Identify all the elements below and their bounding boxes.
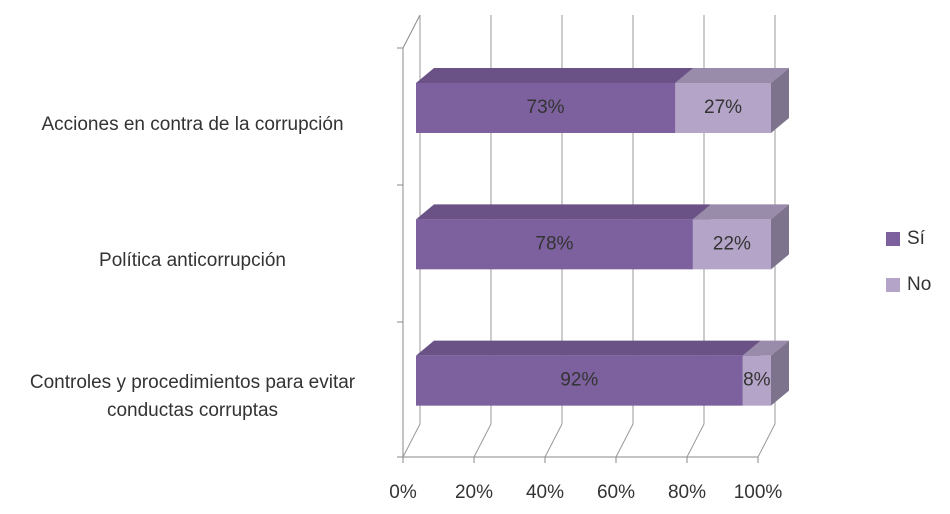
value-label: 8% xyxy=(743,370,771,391)
value-label: 27% xyxy=(704,97,742,118)
x-tick-label: 60% xyxy=(597,482,635,503)
category-label: Política anticorrupción xyxy=(99,249,286,271)
value-label: 73% xyxy=(527,97,565,118)
value-label: 22% xyxy=(713,233,751,254)
category-label: Acciones en contra de la corrupción xyxy=(41,113,344,135)
x-tick-label: 100% xyxy=(734,482,783,503)
category-label: Controles y procedimientos para evitar c… xyxy=(29,372,356,422)
grid-line xyxy=(615,423,634,458)
bar xyxy=(416,355,743,406)
bar-side xyxy=(771,68,789,133)
bar-side xyxy=(771,340,789,406)
legend-swatch xyxy=(886,232,900,246)
grid-line xyxy=(686,423,705,458)
value-label: 78% xyxy=(535,233,573,254)
grid-line xyxy=(473,423,492,458)
bar-top xyxy=(416,68,694,83)
grid-line xyxy=(757,423,776,458)
bar xyxy=(416,219,693,270)
x-tick-label: 40% xyxy=(526,482,564,503)
bar xyxy=(692,219,771,270)
grid-line xyxy=(544,423,563,458)
x-tick-label: 20% xyxy=(455,482,493,503)
grid-line xyxy=(402,423,421,458)
legend-label: Sí xyxy=(907,228,926,249)
bar-side xyxy=(771,204,789,270)
bar xyxy=(742,355,771,406)
wall-edge xyxy=(402,14,421,49)
bar-top xyxy=(742,340,789,356)
x-tick-label: 80% xyxy=(668,482,706,503)
bar xyxy=(416,83,676,133)
x-tick-label: 0% xyxy=(389,482,417,503)
legend-swatch xyxy=(886,278,900,292)
legend-label: No xyxy=(907,274,931,295)
bar-top xyxy=(416,340,761,356)
value-label: 92% xyxy=(560,370,598,391)
bar xyxy=(675,83,771,133)
bar-top xyxy=(692,204,789,220)
bar-top xyxy=(416,204,711,220)
bar-top xyxy=(675,68,789,83)
